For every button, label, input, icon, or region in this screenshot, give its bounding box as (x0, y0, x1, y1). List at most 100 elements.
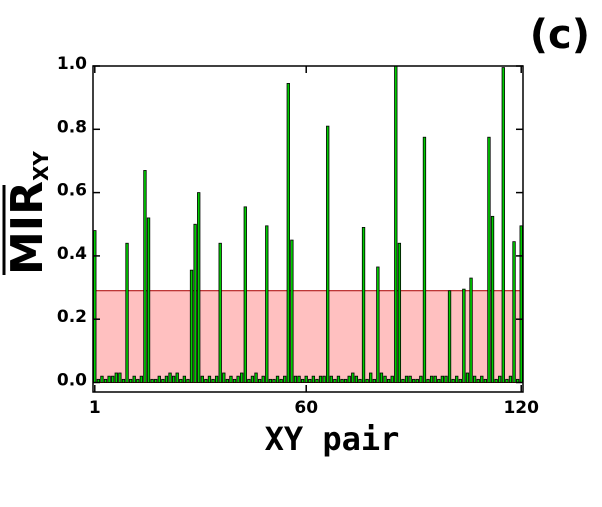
bar (376, 266, 380, 383)
bar (480, 375, 484, 383)
y-axis-label-group: MIR XY (2, 151, 53, 275)
bar (415, 378, 419, 383)
bar (361, 227, 366, 383)
bar (139, 375, 144, 383)
bar (146, 217, 151, 383)
bar (465, 372, 470, 383)
bar (458, 378, 462, 383)
bar (340, 378, 344, 383)
panel-label: (c) (530, 12, 590, 58)
bar (232, 378, 237, 383)
y-axis-label: MIR (2, 181, 53, 275)
bar (211, 378, 215, 383)
bar (419, 375, 423, 383)
y-tick-label: 0.8 (57, 117, 87, 137)
bar (372, 378, 376, 383)
bar (125, 242, 129, 383)
bar (394, 65, 398, 383)
bar (225, 378, 230, 383)
bar (268, 378, 273, 383)
bar (447, 290, 452, 383)
bar (118, 372, 122, 383)
bar (326, 125, 330, 383)
bar (358, 378, 362, 383)
bar (469, 277, 473, 383)
bar (218, 242, 222, 383)
x-tick-label: 120 (503, 398, 539, 418)
bar (347, 375, 351, 383)
bar (462, 288, 466, 383)
bar (257, 378, 262, 383)
bar (154, 378, 158, 383)
bar (300, 378, 305, 383)
y-tick-label: 0.6 (57, 181, 87, 201)
bar (283, 375, 287, 383)
bar (386, 378, 391, 383)
y-tick-label: 0.4 (57, 244, 87, 264)
bar (114, 372, 118, 383)
x-tick-label: 60 (294, 398, 318, 418)
bar (365, 378, 369, 383)
bar (229, 375, 233, 383)
bar (308, 378, 312, 383)
bar (390, 375, 394, 383)
bar (433, 375, 437, 383)
bar (501, 67, 505, 383)
bar (189, 269, 194, 383)
bar (318, 375, 323, 383)
bar (304, 375, 308, 383)
bar (336, 375, 341, 383)
bar (412, 378, 416, 383)
bar (408, 375, 412, 383)
bar (487, 136, 491, 383)
bar (444, 375, 448, 383)
bar (240, 372, 244, 383)
bar (290, 239, 294, 383)
threshold-band (92, 290, 524, 384)
bar (171, 375, 176, 383)
bar (508, 375, 513, 383)
bar (136, 378, 140, 383)
bar (128, 378, 133, 383)
bar (214, 375, 219, 383)
bar (422, 136, 427, 383)
bar (103, 378, 108, 383)
bar (451, 378, 455, 383)
bar (121, 378, 126, 383)
bar (204, 378, 208, 383)
bar (193, 223, 197, 383)
bar (351, 372, 355, 383)
bar (186, 378, 190, 383)
bar (311, 375, 316, 383)
bar (476, 378, 480, 383)
bar (383, 375, 387, 383)
bar (322, 375, 326, 383)
bar (164, 375, 169, 383)
bar (483, 378, 488, 383)
bar (197, 192, 201, 383)
bar (236, 375, 240, 383)
y-tick-label: 1.0 (57, 54, 87, 74)
bar (168, 372, 172, 383)
bar (505, 378, 509, 383)
bar (343, 378, 348, 383)
bar (250, 375, 255, 383)
bar (354, 375, 359, 383)
bar (472, 375, 477, 383)
bar (150, 378, 154, 383)
bar (286, 83, 290, 383)
bar (315, 378, 319, 383)
bar (293, 375, 298, 383)
bar (254, 372, 258, 383)
bar (272, 378, 276, 383)
bar (404, 375, 409, 383)
bar (455, 375, 459, 383)
bar (333, 378, 337, 383)
bar (132, 375, 136, 383)
bar (512, 241, 516, 383)
bar (207, 375, 212, 383)
bar (519, 225, 523, 383)
bar (143, 170, 147, 383)
bar (379, 372, 384, 383)
bar (161, 378, 165, 383)
